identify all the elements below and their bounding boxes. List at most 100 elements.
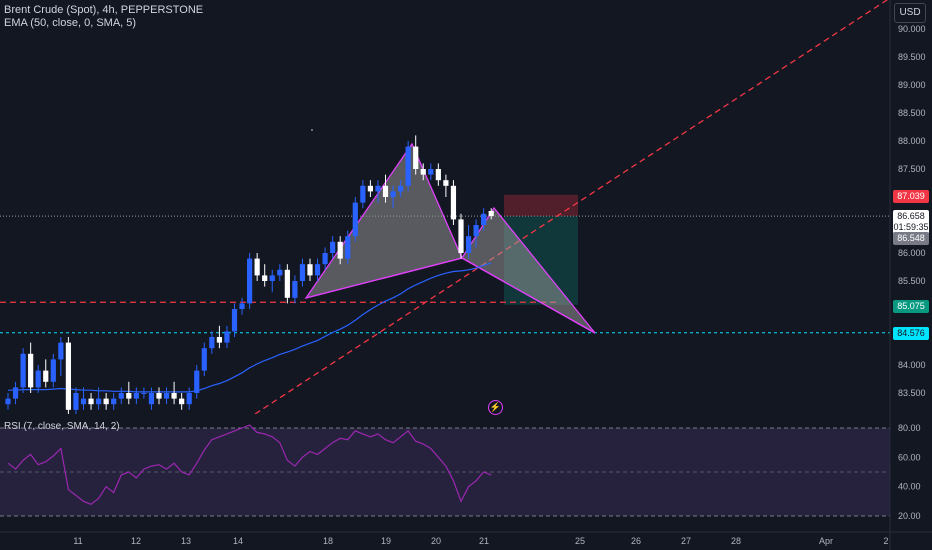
candle: [367, 180, 373, 197]
time-tick: 19: [381, 536, 391, 546]
candle-body: [126, 393, 132, 399]
last-price-label: 86.658: [893, 210, 929, 223]
candle-body: [375, 185, 381, 192]
candle-body: [269, 275, 275, 281]
price-tick: 86.000: [898, 248, 926, 258]
rsi-tick: 60.00: [898, 452, 921, 462]
rsi-line: [7, 424, 492, 505]
candle-body: [284, 269, 290, 298]
candle-body: [435, 169, 441, 181]
candle: [413, 135, 419, 175]
drawings-layer[interactable]: [0, 0, 890, 415]
candle: [360, 180, 366, 209]
candle: [262, 264, 268, 287]
candle-body: [473, 225, 479, 237]
candle-body: [186, 393, 192, 405]
candle: [5, 393, 11, 410]
candle: [133, 387, 139, 405]
candle-body: [367, 185, 373, 192]
candle-body: [420, 169, 426, 175]
stop-zone: [504, 194, 578, 217]
pattern-xb: [305, 257, 463, 299]
candle: [20, 348, 26, 393]
lightning-icon[interactable]: ⚡: [488, 400, 503, 415]
candle-body: [390, 191, 396, 197]
candle-body: [201, 348, 207, 371]
time-tick: 21: [479, 536, 489, 546]
candle-body: [307, 264, 313, 276]
candle-body: [50, 359, 56, 382]
candle: [179, 393, 185, 410]
candle: [345, 230, 351, 265]
candle: [352, 197, 358, 242]
currency-button[interactable]: USD: [894, 3, 926, 23]
candle: [163, 387, 170, 405]
candle-body: [163, 393, 170, 399]
price-tick: 83.500: [898, 388, 926, 398]
candle: [435, 163, 441, 186]
candle: [277, 264, 283, 281]
candle: [118, 387, 124, 405]
candle: [247, 253, 253, 309]
candle: [443, 174, 449, 197]
rsi-tick: 40.00: [898, 482, 921, 492]
candle: [35, 365, 41, 393]
price-tick: 89.000: [898, 80, 926, 90]
candle: [65, 337, 71, 414]
candle-body: [450, 185, 457, 220]
time-tick: 28: [731, 536, 741, 546]
pattern-bd: [461, 257, 596, 334]
candle: [330, 236, 336, 259]
candle: [171, 381, 177, 405]
candle: [481, 208, 487, 231]
candle: [50, 353, 56, 388]
candle: [111, 393, 117, 410]
time-axis[interactable]: 11 12 13 14 18 19 20 21 25 26 27 28 Apr 2: [0, 531, 932, 546]
candle: [337, 236, 343, 265]
candle: [254, 253, 260, 281]
rsi-legend[interactable]: RSI (7, close, SMA, 14, 2): [4, 421, 120, 432]
time-tick: 25: [575, 536, 585, 546]
candle-body: [330, 241, 336, 253]
candle-body: [28, 353, 34, 388]
candle-body: [111, 398, 117, 405]
price-tick: 89.500: [898, 52, 926, 62]
candle-body: [12, 387, 19, 399]
ema-legend[interactable]: EMA (50, close, 0, SMA, 5): [4, 17, 137, 29]
pane-gap: [0, 414, 890, 418]
candle-body: [254, 258, 260, 276]
candle: [73, 387, 79, 414]
rsi-tick: 80.00: [898, 423, 921, 433]
candle-body: [43, 370, 49, 382]
candle-body: [209, 337, 215, 349]
candle: [12, 381, 19, 405]
candle: [186, 387, 192, 410]
candle: [307, 258, 313, 281]
candle-body: [58, 342, 64, 360]
candle-body: [345, 236, 351, 259]
candle-body: [171, 393, 177, 399]
candle: [458, 213, 464, 259]
chart-legend: Brent Crude (Spot), 4h, PEPPERSTONE EMA …: [4, 4, 203, 30]
candle: [390, 185, 396, 209]
candle-body: [118, 393, 124, 399]
candle: [156, 387, 162, 405]
candle-body: [35, 370, 41, 388]
candle: [299, 258, 306, 287]
candle: [224, 325, 230, 349]
price-axis[interactable]: 90.000 89.500 89.000 88.500 88.000 87.500 87.0…: [889, 0, 926, 550]
candle: [382, 174, 389, 203]
candle: [141, 387, 147, 399]
candle-body: [443, 180, 449, 186]
candle-body: [247, 258, 253, 304]
time-tick: 20: [431, 536, 441, 546]
candle: [465, 225, 472, 259]
candle-body: [20, 353, 26, 388]
time-tick: Apr: [819, 536, 833, 546]
symbol-title[interactable]: Brent Crude (Spot), 4h, PEPPERSTONE: [4, 4, 204, 16]
price-tick: 88.500: [898, 108, 926, 118]
candles-layer[interactable]: [0, 135, 890, 418]
price-tick: 87.500: [898, 164, 926, 174]
time-tick: 14: [233, 536, 243, 546]
